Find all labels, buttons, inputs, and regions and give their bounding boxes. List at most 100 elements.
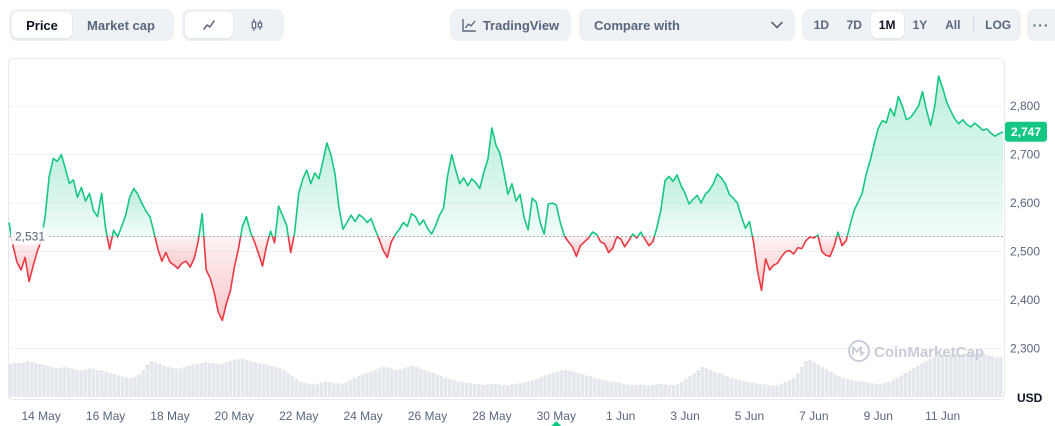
volume-bar — [920, 363, 924, 397]
volume-bar — [25, 361, 30, 397]
volume-bar — [812, 362, 817, 397]
volume-bar — [679, 382, 684, 397]
area-above-baseline — [654, 174, 753, 237]
volume-bar — [808, 359, 812, 397]
price-line-down — [634, 235, 639, 239]
volume-bar — [211, 363, 216, 397]
price-line-up — [815, 234, 819, 238]
compare-select[interactable]: Compare with — [579, 9, 795, 41]
volume-bar — [311, 384, 315, 397]
volume-bar — [638, 384, 643, 397]
log-scale-button[interactable]: LOG — [985, 18, 1012, 32]
volume-bar — [708, 370, 713, 397]
volume-bar — [729, 377, 734, 397]
volume-bar — [617, 382, 622, 397]
range-1d[interactable]: 1D — [813, 18, 830, 32]
divider — [973, 16, 975, 34]
area-below-baseline — [597, 236, 632, 253]
price-line-down — [203, 236, 242, 322]
volume-bar — [924, 361, 928, 397]
volume-bar — [518, 383, 522, 397]
volume-bar — [551, 373, 556, 397]
volume-bar — [899, 375, 903, 397]
volume-bar — [870, 383, 875, 397]
volume-bar — [402, 368, 406, 397]
more-options-button[interactable]: ··· — [1027, 9, 1055, 41]
volume-bar — [953, 353, 957, 397]
volume-bar — [42, 364, 46, 397]
volume-bar — [717, 373, 721, 397]
x-tick-label: 28 May — [472, 409, 511, 423]
price-line-up — [111, 229, 119, 237]
area-above-baseline — [589, 232, 598, 237]
volume-bar — [874, 383, 879, 397]
volume-bar — [464, 382, 469, 397]
tab-market-cap[interactable]: Market cap — [87, 17, 155, 33]
area-above-baseline — [836, 232, 840, 237]
x-tick-label: 30 May — [537, 409, 576, 423]
volume-bar — [228, 361, 233, 397]
hover-marker-icon — [551, 421, 562, 426]
volume-bar — [460, 382, 464, 397]
tab-price[interactable]: Price — [12, 12, 72, 38]
volume-bar — [626, 384, 630, 397]
current-price-label: 2,747 — [1011, 125, 1041, 139]
range-1y[interactable]: 1Y — [912, 18, 928, 32]
volume-bar — [742, 381, 746, 397]
range-1m[interactable]: 1M — [870, 12, 904, 38]
price-line-up — [117, 187, 156, 237]
volume-bar — [439, 376, 444, 397]
volume-bar — [282, 370, 286, 397]
volume-bar — [149, 361, 154, 397]
area-below-baseline — [378, 236, 395, 258]
volume-bar — [634, 385, 638, 397]
chevron-down-icon — [771, 21, 783, 29]
area-below-baseline — [643, 236, 655, 246]
volume-bar — [286, 373, 291, 397]
volume-bar — [696, 370, 701, 397]
chart-type-toggle — [182, 9, 284, 41]
tradingview-button[interactable]: TradingView — [450, 9, 571, 41]
area-above-baseline — [815, 235, 819, 237]
volume-bar — [990, 356, 995, 397]
volume-bar — [423, 370, 427, 397]
price-line-up — [653, 173, 754, 237]
coinmarketcap-logo-mark — [852, 346, 865, 356]
x-tick-label: 14 May — [22, 409, 61, 423]
volume-bar — [236, 359, 241, 397]
price-line-up — [836, 231, 841, 237]
volume-bar — [555, 371, 560, 397]
range-7d[interactable]: 7D — [846, 18, 862, 32]
volume-bar — [195, 364, 199, 397]
volume-bar — [655, 384, 659, 397]
line-chart-button[interactable] — [185, 12, 233, 38]
volume-bar — [66, 368, 71, 397]
area-below-baseline — [818, 236, 837, 257]
volume-bar — [704, 368, 709, 397]
volume-bar — [108, 373, 112, 397]
volume-bar — [514, 383, 518, 397]
area-above-baseline — [631, 234, 636, 237]
range-all[interactable]: All — [945, 18, 961, 32]
volume-bar — [771, 385, 775, 397]
candlestick-button[interactable] — [233, 12, 281, 38]
volume-bar — [58, 367, 63, 397]
volume-bar — [775, 385, 779, 397]
price-line-up — [41, 153, 108, 237]
volume-bar — [882, 383, 887, 397]
volume-bar — [804, 361, 808, 397]
area-below-baseline — [564, 236, 590, 257]
volume-bar — [174, 368, 179, 397]
volume-bar — [621, 383, 626, 397]
volume-bar — [758, 383, 763, 397]
volume-bar — [853, 380, 858, 397]
volume-bar — [435, 374, 440, 397]
volume-bar — [95, 370, 100, 397]
volume-bar — [261, 364, 266, 397]
volume-bar — [547, 374, 551, 397]
price-line-up — [588, 231, 599, 237]
metric-toggle: Price Market cap — [9, 9, 174, 41]
volume-bar — [684, 379, 688, 397]
volume-bar — [191, 364, 195, 397]
